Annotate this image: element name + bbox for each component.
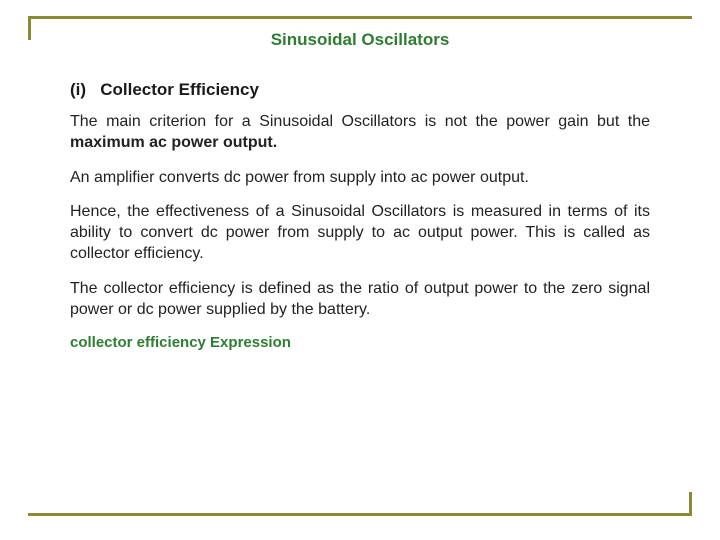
page-title: Sinusoidal Oscillators bbox=[0, 30, 720, 50]
bottom-rule-tick bbox=[689, 492, 692, 516]
heading-prefix: (i) bbox=[70, 80, 86, 99]
para1-text: The main criterion for a Sinusoidal Osci… bbox=[70, 113, 650, 130]
paragraph-4: The collector efficiency is defined as t… bbox=[70, 279, 650, 321]
para1-bold: maximum ac power output. bbox=[70, 134, 277, 151]
content-area: (i) Collector Efficiency The main criter… bbox=[70, 80, 650, 351]
paragraph-2: An amplifier converts dc power from supp… bbox=[70, 168, 650, 189]
section-heading: (i) Collector Efficiency bbox=[70, 80, 650, 100]
paragraph-3: Hence, the effectiveness of a Sinusoidal… bbox=[70, 202, 650, 264]
slide: Sinusoidal Oscillators (i) Collector Eff… bbox=[0, 0, 720, 540]
paragraph-1: The main criterion for a Sinusoidal Osci… bbox=[70, 112, 650, 154]
bottom-rule bbox=[28, 513, 692, 516]
top-rule bbox=[28, 16, 692, 19]
heading-text: Collector Efficiency bbox=[100, 80, 259, 99]
expression-label: collector efficiency Expression bbox=[70, 334, 650, 351]
